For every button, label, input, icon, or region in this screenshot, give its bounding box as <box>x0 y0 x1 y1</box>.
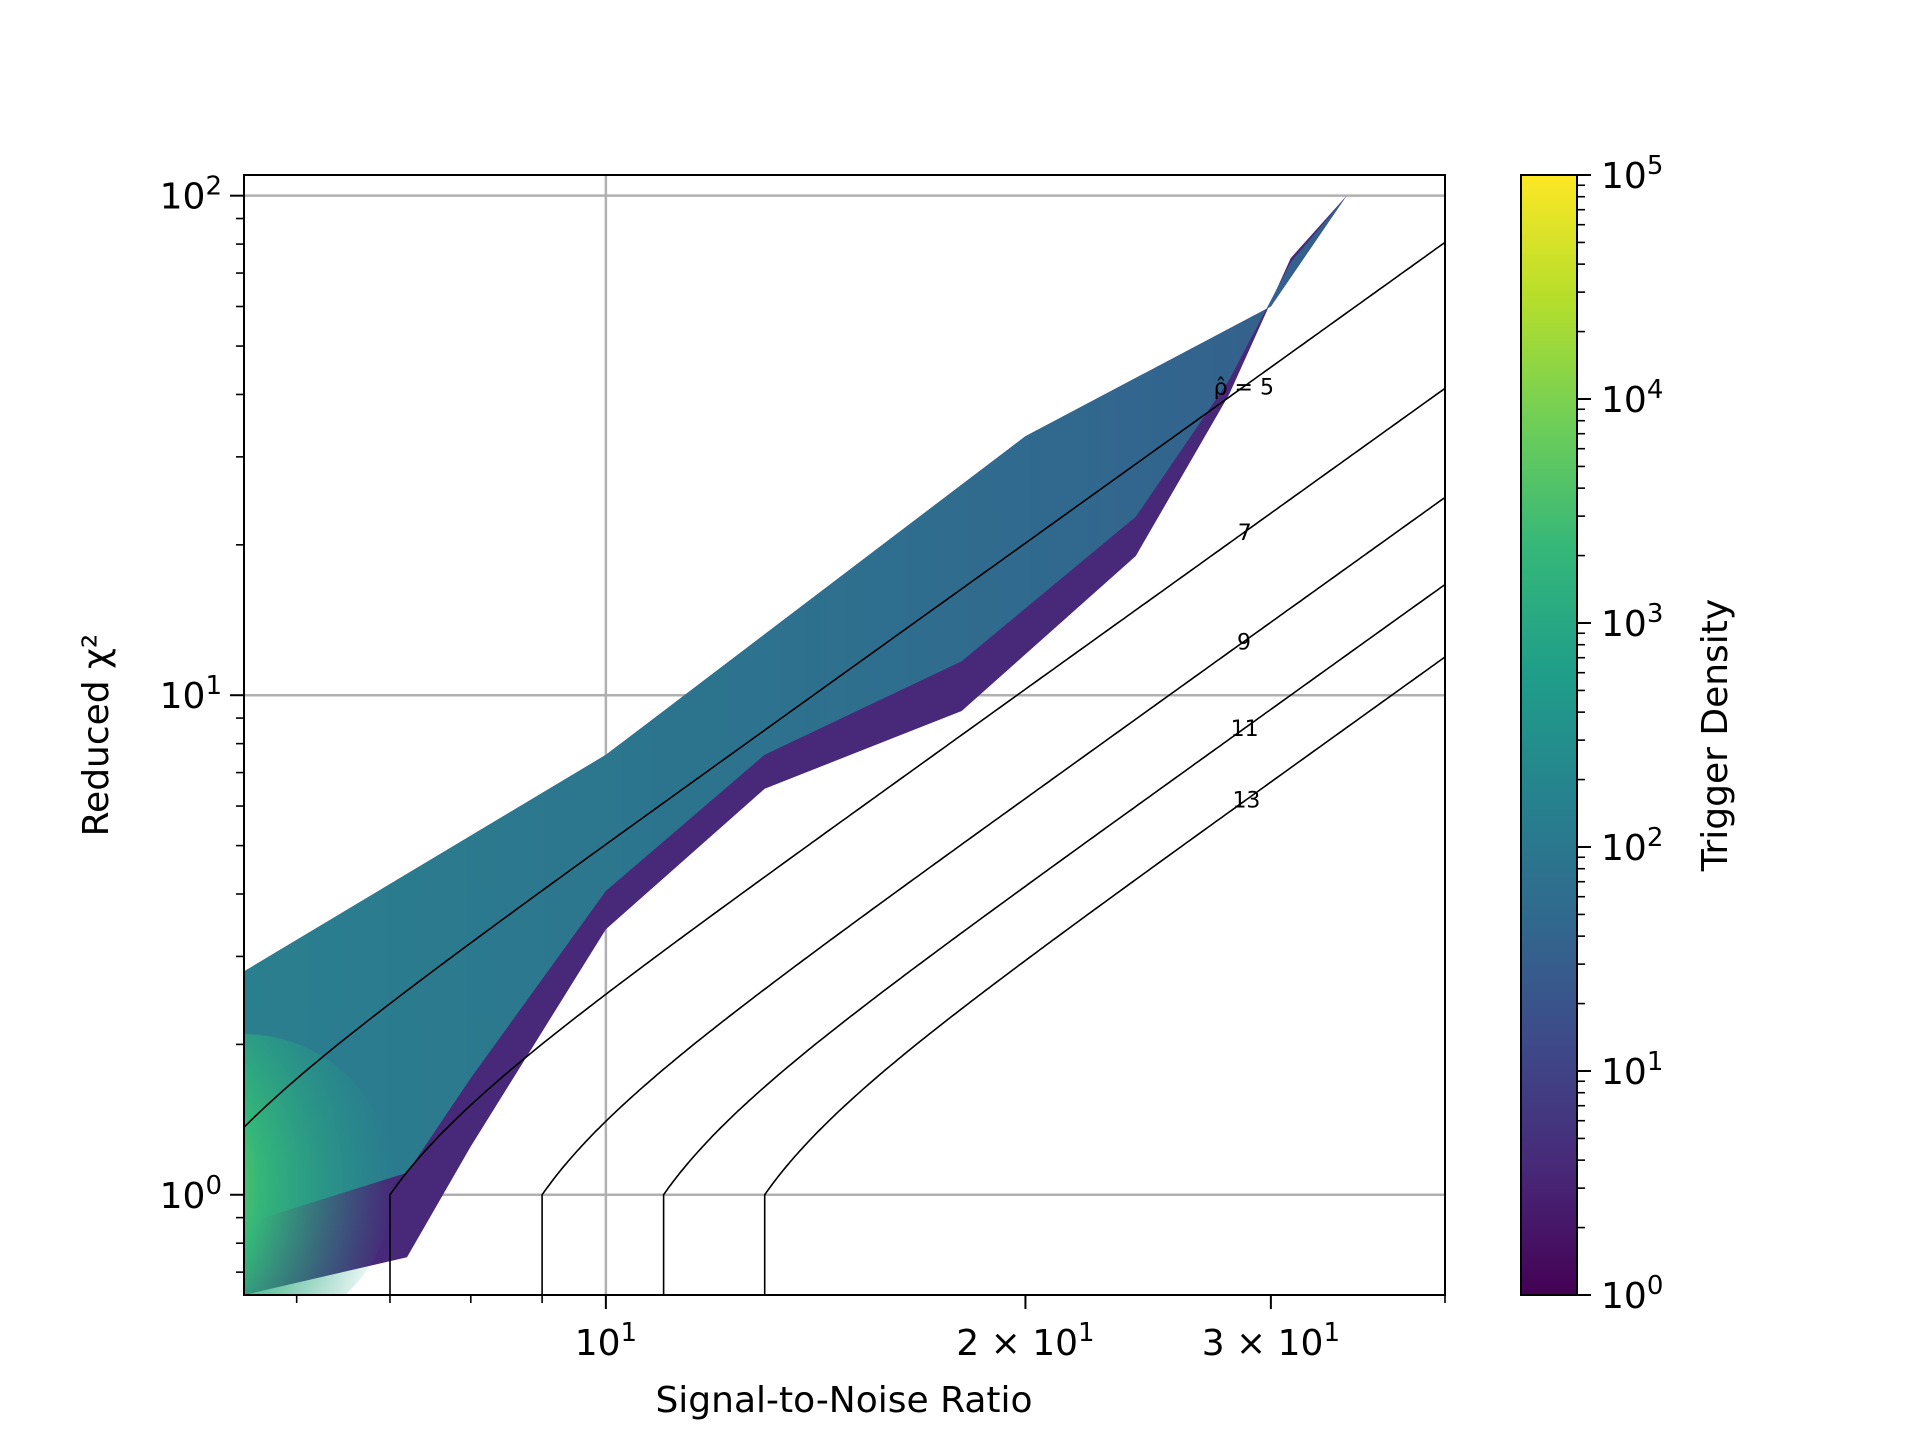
y-tick-label: 102 <box>160 172 222 218</box>
contour-label: ρ̂ = 5 <box>1214 376 1274 401</box>
density-peak <box>244 1034 394 1295</box>
colorbar-tick-label: 104 <box>1601 375 1663 421</box>
x-axis-ticks: 101 2 × 101 3 × 101 <box>295 1295 1446 1364</box>
y-axis-ticks: 100 101 102 <box>160 172 244 1273</box>
y-tick-label: 101 <box>160 671 222 717</box>
density-hexbin <box>244 195 1347 1295</box>
contour-line <box>389 387 1445 1295</box>
contour-line <box>244 241 1445 1129</box>
plot-area: ρ̂ = 5 7 9 11 13 101 2 × 101 3 × 101 100 101 102… <box>76 172 1446 1421</box>
y-axis-label: Reduced χ² <box>76 634 117 837</box>
contour-label: 13 <box>1232 789 1260 814</box>
colorbar-tick-label: 101 <box>1601 1047 1663 1093</box>
x-tick-label: 101 <box>575 1318 637 1364</box>
contour-line <box>763 655 1445 1295</box>
density-main-band <box>244 195 1347 1224</box>
x-axis-label: Signal-to-Noise Ratio <box>655 1380 1032 1421</box>
colorbar-tick-label: 102 <box>1601 823 1663 869</box>
colorbar-tick-label: 103 <box>1601 599 1663 645</box>
plot-frame <box>243 174 1446 1296</box>
contour-label: 9 <box>1237 631 1251 656</box>
colorbar-gradient <box>1520 174 1578 1296</box>
contour-labels: ρ̂ = 5 7 9 11 13 <box>1214 376 1274 814</box>
contour-line <box>662 583 1445 1295</box>
colorbar-tick-label: 100 <box>1601 1271 1663 1317</box>
contour-label: 7 <box>1238 521 1252 546</box>
contour-line <box>541 496 1445 1295</box>
x-tick-label: 3 × 101 <box>1202 1318 1340 1364</box>
x-tick-label: 2 × 101 <box>956 1318 1094 1364</box>
y-tick-label: 100 <box>160 1171 222 1217</box>
colorbar: 100 101 102 103 104 105 Trigger Density <box>1520 151 1736 1317</box>
contour-label: 11 <box>1231 717 1259 742</box>
colorbar-label: Trigger Density <box>1695 599 1736 872</box>
colorbar-tick-label: 105 <box>1601 151 1663 197</box>
contour-lines <box>244 241 1445 1295</box>
colorbar-ticks: 100 101 102 103 104 105 <box>1577 151 1663 1317</box>
